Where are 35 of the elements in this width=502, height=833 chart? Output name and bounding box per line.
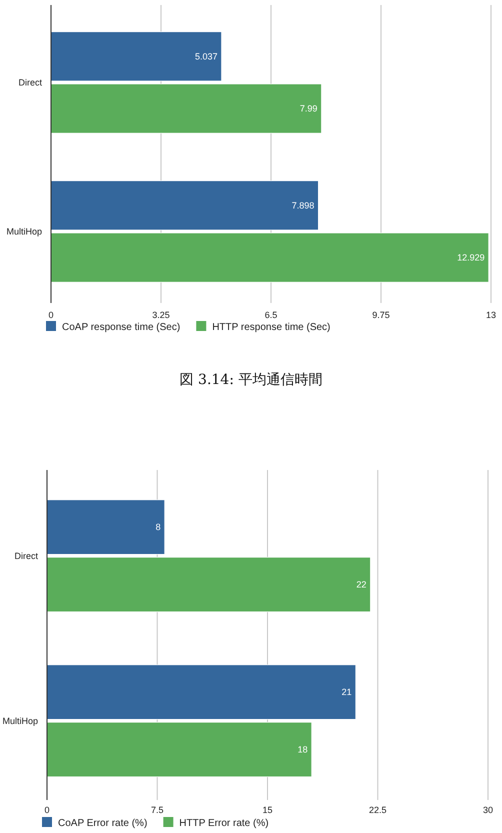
data-label: 22: [356, 580, 366, 590]
data-label: 7.99: [300, 104, 318, 114]
bar: [46, 722, 312, 778]
x-tick-label: 0: [48, 310, 54, 320]
x-tick-label: 0: [44, 805, 50, 815]
x-tick-label: 13: [486, 310, 496, 320]
bar: [50, 32, 222, 82]
data-label: 7.898: [292, 200, 314, 210]
bar: [46, 500, 165, 555]
bar: [46, 557, 371, 612]
legend-label: CoAP response time (Sec): [62, 322, 180, 333]
legend-label: HTTP Error rate (%): [179, 818, 269, 829]
data-label: 12.929: [457, 252, 485, 263]
x-tick-label: 7.5: [150, 805, 164, 815]
x-tick-label: 22.5: [368, 805, 387, 815]
data-label: 8: [156, 522, 161, 532]
data-label: 5.037: [194, 51, 218, 62]
x-tick-label: 30: [482, 805, 494, 815]
bar: [50, 232, 489, 282]
x-tick-label: 3.25: [152, 310, 170, 320]
x-tick-label: 6.5: [264, 310, 278, 320]
y-tick-label: Direct: [14, 550, 38, 561]
bar: [50, 180, 319, 230]
y-tick-label: MultiHop: [2, 716, 38, 726]
bar: [46, 664, 356, 720]
caption: 図 3.14: 平均通信時間: [180, 372, 322, 388]
x-tick-label: 9.75: [372, 310, 390, 320]
legend-label: CoAP Error rate (%): [58, 818, 148, 829]
y-tick-label: Direct: [18, 77, 42, 88]
bar: [50, 84, 322, 134]
x-tick-label: 15: [262, 805, 273, 815]
y-tick-label: MultiHop: [6, 226, 42, 236]
data-label: 21: [342, 687, 352, 698]
data-label: 18: [298, 744, 308, 755]
legend-label: HTTP response time (Sec): [212, 322, 330, 333]
